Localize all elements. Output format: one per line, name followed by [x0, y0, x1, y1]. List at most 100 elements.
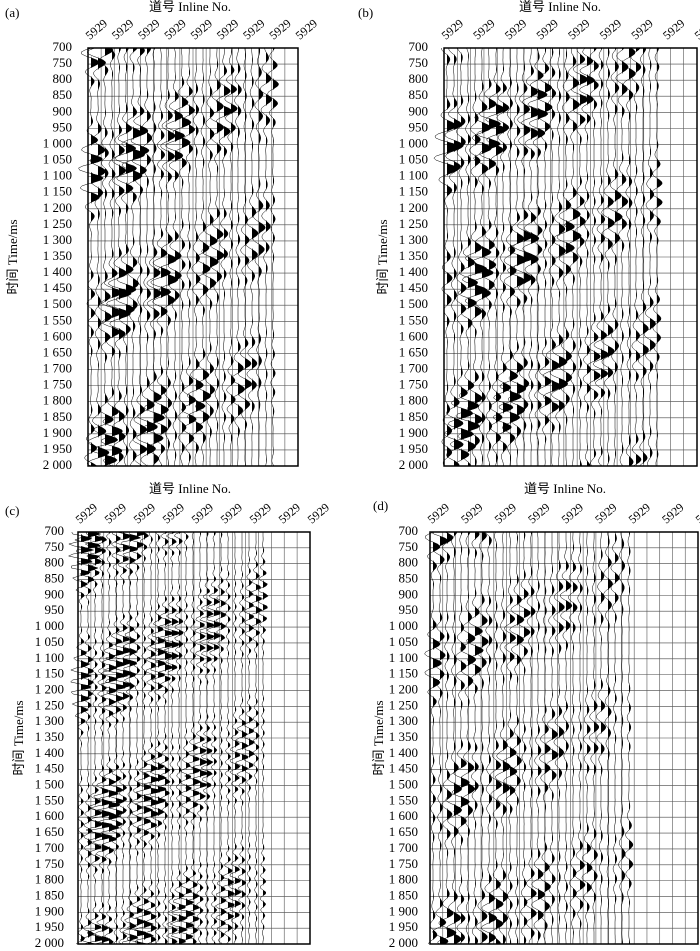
wiggle-trace [89, 531, 115, 945]
wiggle-fill [524, 532, 531, 944]
wiggle-trace [445, 531, 463, 945]
x-tick-label: 5929 [160, 500, 187, 526]
wiggle-fill [517, 48, 527, 466]
wiggle-fill [130, 532, 141, 944]
wiggle-trace [487, 531, 504, 945]
wiggle-fill [95, 532, 105, 944]
y-tick-label: 900 [409, 103, 429, 118]
wiggle-fill [147, 48, 158, 466]
x-tick-label: 5929 [83, 16, 110, 42]
wiggle-fill [510, 532, 517, 944]
x-tick-label: 5929 [692, 16, 700, 42]
wiggle-trace [67, 531, 95, 945]
wiggle-fill [552, 48, 562, 466]
wiggle-trace [564, 47, 582, 467]
plot-frame [77, 531, 311, 945]
wiggle-trace [549, 47, 569, 467]
wiggle-trace [507, 48, 528, 466]
y-tick-label: 1 200 [35, 681, 64, 696]
y-tick-label: 1 950 [389, 919, 418, 934]
wiggle-fill [489, 48, 501, 466]
wiggle-fill [552, 532, 559, 944]
wiggle-trace [447, 47, 475, 467]
wiggle-trace [148, 531, 168, 945]
y-tick-label: 700 [399, 523, 419, 538]
wiggle-trace [424, 531, 442, 945]
wiggle-trace [172, 47, 192, 467]
wiggle-trace [78, 47, 104, 467]
wiggle-trace [502, 531, 518, 945]
wiggle-trace [498, 48, 522, 467]
wiggle-trace [191, 531, 209, 945]
wiggle-fill [210, 48, 219, 466]
wiggle-fill [615, 48, 623, 466]
y-tick-label: 1 350 [399, 248, 428, 263]
wiggle-trace [130, 47, 150, 467]
wiggle-trace [74, 531, 102, 945]
wiggle-fill [601, 48, 609, 466]
y-tick-label: 1 300 [399, 232, 428, 247]
wiggle-fill [517, 532, 525, 944]
wiggle-trace [476, 47, 502, 467]
y-tick-label: 1 400 [43, 264, 72, 279]
wiggle-trace [603, 531, 613, 945]
wiggle-trace [588, 531, 599, 944]
y-axis-label: 时间 Time/ms [11, 700, 26, 775]
y-tick-label: 1 500 [389, 777, 418, 792]
wiggle-trace [455, 47, 481, 467]
wiggle-fill [116, 532, 128, 944]
y-tick-label: 1 850 [35, 887, 64, 902]
y-tick-label: 800 [409, 71, 429, 86]
wiggle-trace [228, 531, 243, 945]
wiggle-trace [592, 47, 610, 467]
wiggle-fill [98, 48, 110, 466]
y-tick-label: 750 [53, 55, 73, 70]
y-axis-label: 时间 Time/ms [371, 700, 386, 775]
wiggle-trace [165, 47, 186, 466]
x-tick-label: 5929 [189, 500, 216, 526]
wiggle-trace [224, 47, 238, 467]
y-tick-label: 1 550 [389, 792, 418, 807]
wiggle-fill [224, 48, 232, 466]
y-tick-label: 1 150 [35, 666, 64, 681]
y-tick-label: 1 950 [35, 919, 64, 934]
x-tick-label: 5929 [597, 16, 624, 42]
y-tick-label: 1 000 [399, 135, 428, 150]
y-tick-label: 1 050 [389, 634, 418, 649]
wiggle-trace [214, 531, 228, 945]
wiggle-fill [622, 48, 628, 466]
wiggle-fill [263, 532, 269, 944]
y-tick-label: 1 100 [35, 650, 64, 665]
x-tick-label: 5929 [660, 16, 687, 42]
wiggle-trace [651, 47, 663, 467]
y-tick-label: 1 550 [399, 312, 428, 327]
wiggle-trace [252, 47, 266, 467]
x-tick-label: 5929 [73, 500, 100, 526]
y-tick-label: 2 000 [43, 457, 72, 472]
wiggle-trace [643, 47, 656, 467]
wiggle-fill [182, 48, 192, 466]
wiggle-trace [199, 531, 215, 945]
y-tick-label: 800 [53, 71, 73, 86]
y-tick-label: 1 500 [35, 777, 64, 792]
wiggle-fill [636, 48, 642, 466]
wiggle-trace [181, 47, 197, 467]
y-tick-label: 1 400 [35, 745, 64, 760]
wiggle-trace [142, 47, 166, 467]
y-tick-label: 1 050 [399, 152, 428, 167]
x-tick-label: 5929 [161, 16, 188, 42]
wiggle-fill [252, 48, 259, 466]
x-tick-label: 5929 [534, 16, 561, 42]
y-tick-label: 1 750 [43, 377, 72, 392]
wiggle-fill [238, 48, 245, 466]
y-tick-label: 1 200 [389, 681, 418, 696]
wiggle-fill [196, 48, 206, 466]
wiggle-fill [259, 48, 266, 466]
wiggle-trace [235, 532, 249, 945]
wiggle-trace [537, 47, 553, 467]
y-tick-label: 1 100 [389, 650, 418, 665]
wiggle-trace [195, 48, 212, 466]
wiggle-trace [96, 531, 122, 945]
y-tick-label: 1 700 [43, 361, 72, 376]
wiggle-trace [581, 532, 593, 944]
